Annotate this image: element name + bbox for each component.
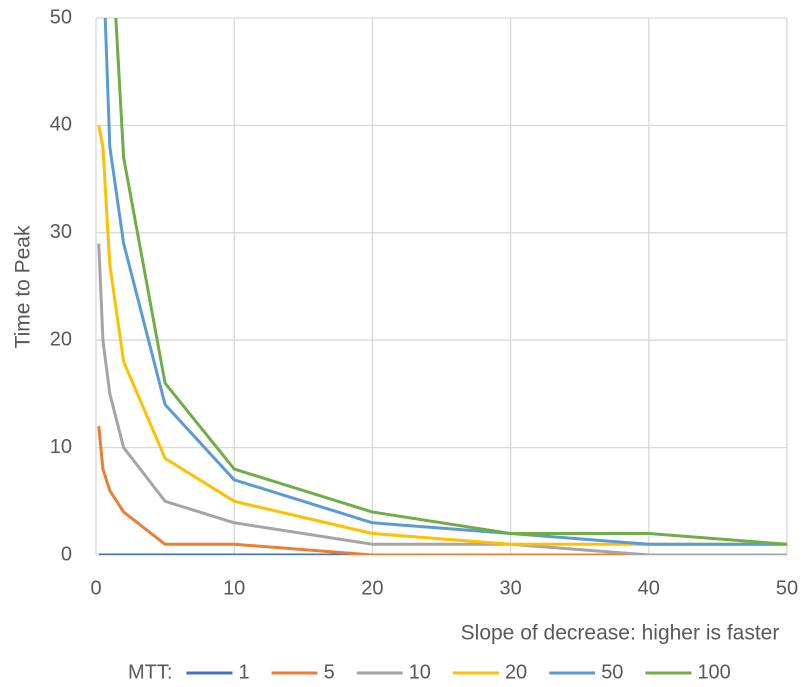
legend-label: 50 <box>601 661 623 683</box>
legend-label: 100 <box>697 661 730 683</box>
y-tick-label: 50 <box>50 6 72 28</box>
legend-title: MTT: <box>128 661 172 683</box>
x-tick-label: 50 <box>776 577 798 599</box>
y-axis-title: Time to Peak <box>12 225 35 348</box>
series-line <box>97 425 787 555</box>
x-tick-label: 10 <box>223 577 245 599</box>
y-tick-label: 10 <box>50 436 72 458</box>
series-line <box>97 243 787 555</box>
y-tick-label: 30 <box>50 221 72 243</box>
legend-label: 5 <box>324 661 335 683</box>
series-line <box>97 125 787 546</box>
x-tick-label: 40 <box>638 577 660 599</box>
x-tick-label: 0 <box>90 577 101 599</box>
series-line <box>103 18 787 546</box>
x-tick-label: 30 <box>499 577 521 599</box>
x-axis-title: Slope of decrease: higher is faster <box>461 622 780 645</box>
legend-label: 1 <box>238 661 249 683</box>
y-tick-label: 40 <box>50 114 72 136</box>
y-tick-label: 0 <box>61 543 72 565</box>
x-tick-label: 20 <box>361 577 383 599</box>
y-tick-label: 20 <box>50 328 72 350</box>
legend-label: 10 <box>409 661 431 683</box>
series-line <box>114 18 787 546</box>
legend-label: 20 <box>505 661 527 683</box>
